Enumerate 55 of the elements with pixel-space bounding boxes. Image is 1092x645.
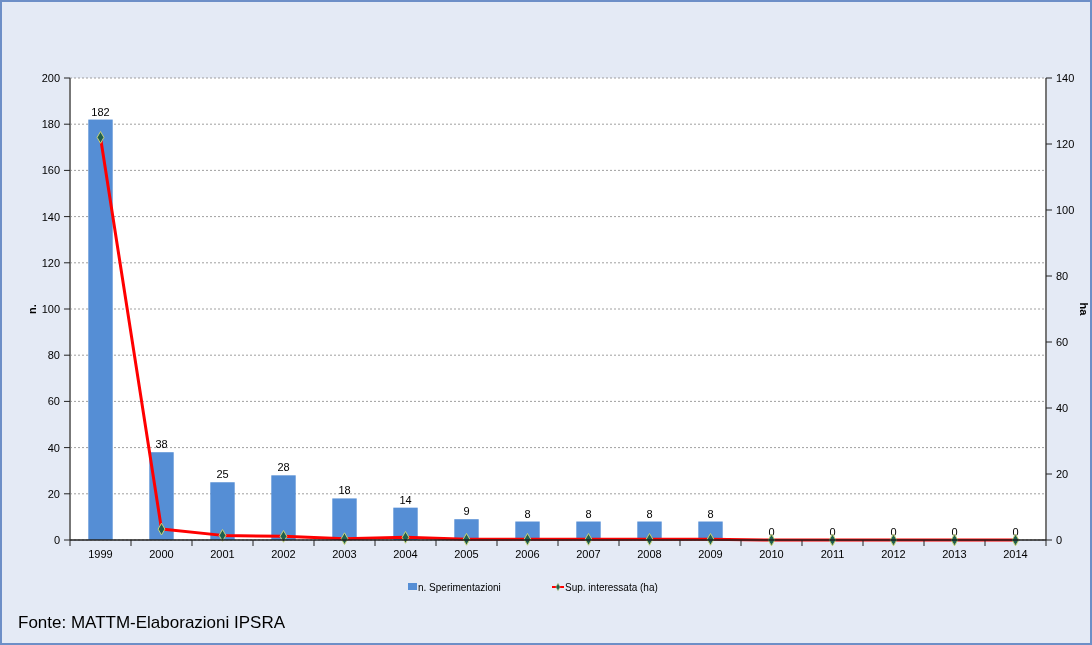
bar [332, 498, 357, 540]
y-tick-label: 180 [41, 118, 60, 131]
data-label: 18 [338, 484, 351, 497]
y-tick-label: 0 [53, 534, 60, 546]
x-tick-label: 2002 [271, 548, 296, 560]
y2-tick-label: 40 [1056, 402, 1069, 414]
source-note: Fonte: MATTM-Elaborazioni IPSRA [18, 613, 286, 632]
y-axis-title: n. [26, 304, 38, 314]
legend-label: Sup. interessata (ha) [565, 582, 658, 593]
x-tick-label: 2010 [759, 548, 784, 560]
y-tick-label: 20 [47, 487, 60, 500]
x-tick-label: 2004 [393, 548, 418, 560]
bar [210, 482, 235, 540]
y2-axis-title: ha [1078, 302, 1090, 317]
x-tick-label: 2012 [881, 548, 906, 560]
data-label: 38 [155, 438, 168, 451]
y-tick-label: 160 [41, 164, 60, 177]
y-tick-label: 140 [41, 210, 60, 223]
data-label: 14 [399, 493, 412, 506]
y-tick-label: 40 [47, 441, 60, 454]
y-tick-label: 120 [41, 256, 60, 269]
x-tick-label: 1999 [88, 548, 113, 560]
x-tick-label: 2008 [637, 548, 662, 560]
data-label: 8 [646, 507, 653, 520]
x-tick-label: 2000 [149, 548, 174, 560]
y-tick-label: 100 [41, 303, 60, 315]
data-label: 9 [463, 505, 470, 518]
bar [271, 475, 296, 540]
y2-tick-label: 0 [1056, 534, 1063, 546]
data-label: 8 [524, 507, 531, 520]
x-tick-label: 2005 [454, 548, 479, 560]
x-tick-label: 2013 [942, 548, 967, 560]
y-tick-label: 60 [47, 395, 60, 408]
x-tick-label: 2014 [1003, 548, 1028, 560]
y-tick-label: 80 [47, 349, 60, 362]
x-tick-label: 2001 [210, 548, 235, 560]
x-tick-label: 2011 [820, 548, 845, 560]
data-label: 182 [91, 105, 110, 118]
y2-tick-label: 20 [1056, 468, 1069, 480]
y2-tick-label: 120 [1056, 138, 1075, 150]
y2-tick-label: 100 [1056, 204, 1075, 216]
x-tick-label: 2003 [332, 548, 357, 560]
data-label: 25 [216, 468, 229, 481]
x-tick-label: 2006 [515, 548, 540, 560]
y2-tick-label: 60 [1056, 336, 1069, 348]
x-tick-label: 2007 [576, 548, 601, 560]
y2-tick-label: 80 [1056, 270, 1069, 282]
legend-label: n. Sperimentazioni [418, 582, 501, 593]
y2-tick-label: 140 [1056, 72, 1075, 84]
data-label: 28 [277, 461, 290, 474]
x-tick-label: 2009 [698, 548, 723, 560]
data-label: 8 [585, 507, 592, 520]
y-tick-label: 200 [41, 72, 60, 84]
bar [88, 119, 113, 540]
data-label: 8 [707, 507, 714, 520]
